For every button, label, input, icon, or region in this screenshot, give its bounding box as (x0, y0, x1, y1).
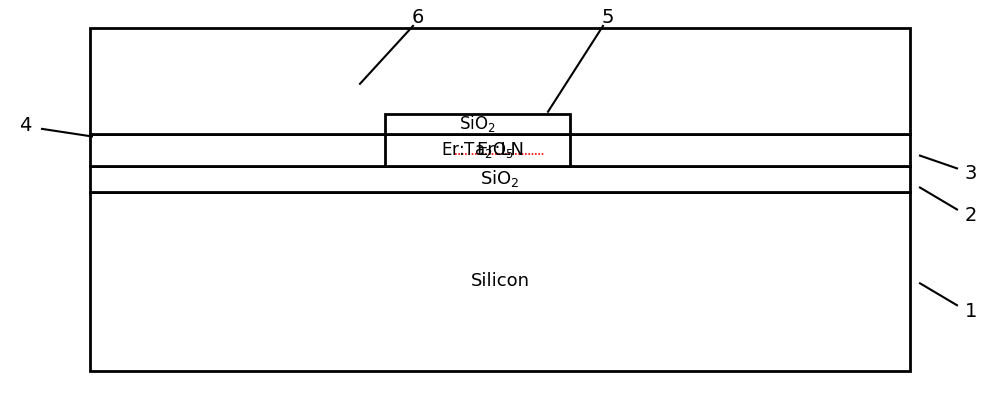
Bar (90, 192, 910, 371)
Bar (90, 28, 910, 134)
Bar (90, 134, 910, 166)
Text: Er:Ta$_2$O$_5$: Er:Ta$_2$O$_5$ (441, 140, 513, 160)
Text: Er:LN: Er:LN (476, 140, 524, 159)
Bar (385, 114, 570, 134)
Text: 1: 1 (965, 302, 977, 321)
Text: Silicon: Silicon (471, 272, 530, 290)
Text: 6: 6 (412, 8, 424, 28)
Bar (385, 134, 570, 166)
Text: SiO$_2$: SiO$_2$ (480, 168, 520, 189)
Text: 4: 4 (19, 116, 31, 135)
Bar (90, 166, 910, 192)
Text: SiO$_2$: SiO$_2$ (459, 113, 495, 134)
Text: 3: 3 (965, 164, 977, 183)
Text: 5: 5 (602, 8, 614, 28)
Text: 2: 2 (965, 206, 977, 225)
